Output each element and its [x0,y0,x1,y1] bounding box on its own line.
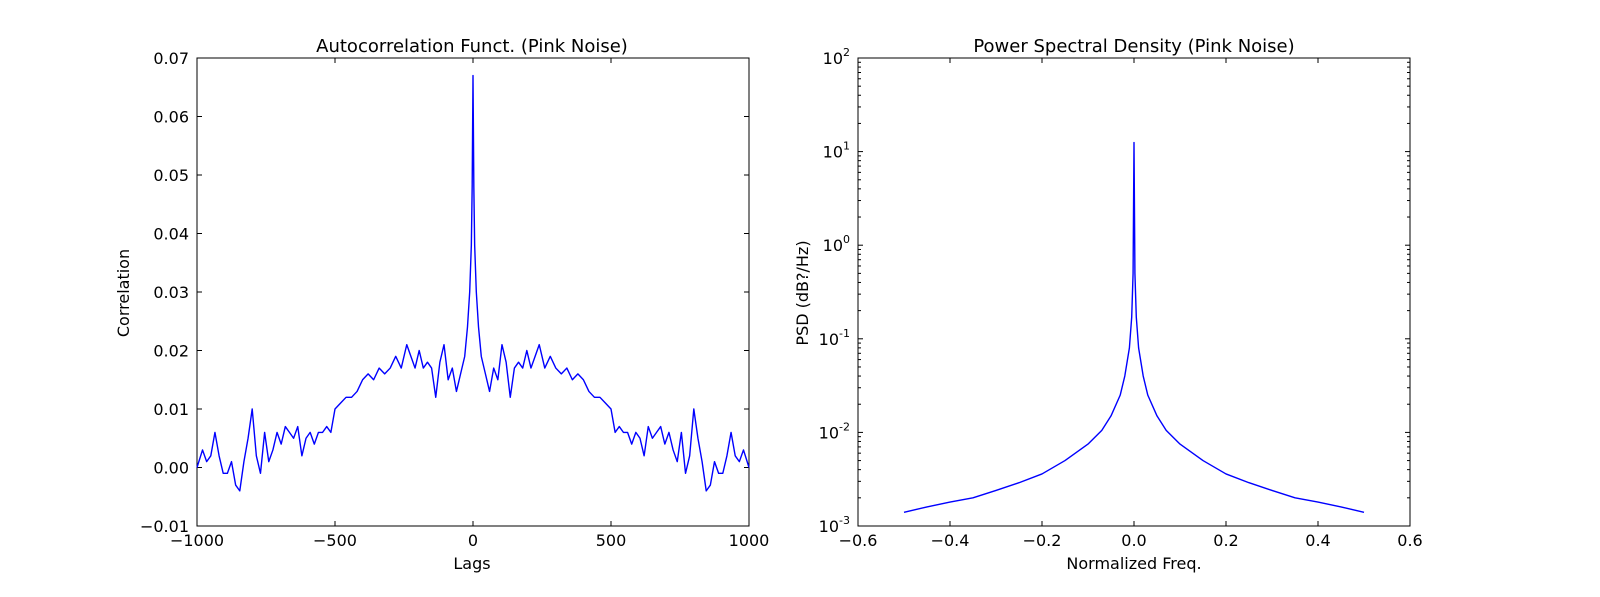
autocorrelation-y-label: Correlation [114,249,133,337]
psd-x-tick-label: 0.6 [1397,531,1422,550]
psd-x-tick-label: 0.0 [1121,531,1146,550]
autocorrelation-x-label: Lags [453,554,490,573]
autocorrelation-y-tick-label: 0.03 [153,283,189,302]
autocorrelation-y-tick-label: 0.07 [153,49,189,68]
psd-y-tick-label: 10-2 [819,420,850,442]
psd-x-tick-label: −0.4 [931,531,970,550]
psd-x-tick-label: −0.6 [839,531,878,550]
autocorrelation-title: Autocorrelation Funct. (Pink Noise) [316,36,628,57]
autocorrelation-y-tick-label: 0.00 [153,459,189,478]
psd-plot-area [857,57,1411,527]
autocorrelation-chart: Autocorrelation Funct. (Pink Noise) −100… [114,36,769,573]
autocorrelation-y-tick-label: 0.04 [153,225,189,244]
autocorrelation-x-tick-label: −500 [313,531,357,550]
psd-y-tick-label: 101 [823,140,850,162]
psd-y-label: PSD (dB?/Hz) [793,240,812,345]
psd-y-tick-label: 10-3 [819,514,850,536]
psd-y-ticks: 10-3 10-2 10-1 100 101 102 [819,46,1410,536]
autocorrelation-x-tick-label: 500 [596,531,627,550]
autocorrelation-x-tick-label: −1000 [170,531,224,550]
psd-chart: Power Spectral Density (Pink Noise) −0.6… [793,36,1423,573]
psd-y-tick-label: 102 [823,46,850,68]
psd-x-tick-label: −0.2 [1023,531,1062,550]
autocorrelation-y-tick-label: 0.05 [153,166,189,185]
autocorrelation-y-tick-label: 0.02 [153,342,189,361]
psd-y-tick-label: 10-1 [819,327,850,349]
psd-x-tick-label: 0.4 [1305,531,1330,550]
psd-x-tick-label: 0.2 [1213,531,1238,550]
autocorrelation-series-line [196,74,750,492]
autocorrelation-y-tick-label: −0.01 [140,517,189,536]
psd-title: Power Spectral Density (Pink Noise) [973,36,1294,57]
autocorrelation-y-tick-label: 0.06 [153,108,189,127]
psd-x-label: Normalized Freq. [1066,554,1201,573]
autocorrelation-x-tick-label: 0 [468,531,478,550]
psd-x-ticks: −0.6 −0.4 −0.2 0.0 0.2 0.4 0.6 [839,58,1423,550]
psd-y-tick-label: 100 [823,233,850,255]
autocorrelation-y-tick-label: 0.01 [153,400,189,419]
psd-series-line [903,141,1365,514]
autocorrelation-x-ticks: −1000 −500 0 500 1000 [170,58,769,550]
autocorrelation-x-tick-label: 1000 [729,531,770,550]
autocorrelation-y-ticks: −0.01 0.00 0.01 0.02 0.03 0.04 0.05 0.06 0.07 [140,49,749,536]
